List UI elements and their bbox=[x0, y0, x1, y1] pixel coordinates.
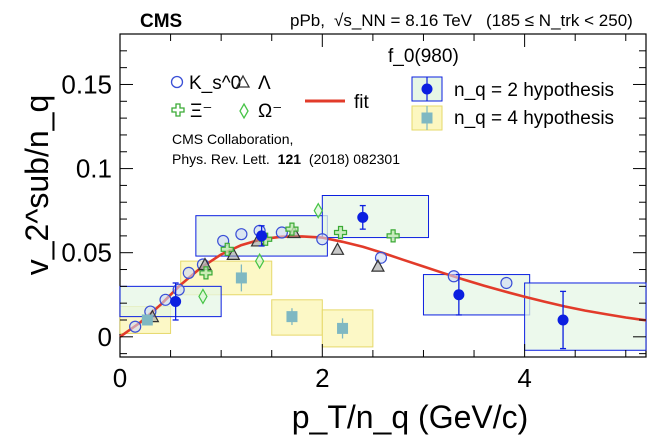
legend-omega-label: Ω⁻ bbox=[258, 101, 282, 122]
reference-journal: Phys. Rev. Lett. bbox=[172, 151, 270, 167]
ntrk-label: (185 ≤ N_trk < 250) bbox=[486, 11, 633, 30]
lambda-point bbox=[370, 258, 385, 272]
reference-volume: 121 bbox=[278, 151, 302, 167]
ks0-point bbox=[129, 320, 142, 333]
nq2-point bbox=[557, 314, 569, 326]
plot-frame bbox=[119, 33, 647, 358]
xi-point bbox=[333, 225, 348, 240]
legend-f0-title: f_0(980) bbox=[388, 46, 459, 67]
nq4-point bbox=[337, 322, 349, 334]
axes: 0 2 4 0 0.05 0.1 0.15 bbox=[61, 34, 646, 393]
x-tick-label: 4 bbox=[517, 363, 531, 393]
xi-point bbox=[199, 266, 213, 280]
reference-line-1: CMS Collaboration, bbox=[172, 131, 293, 147]
nq2-point bbox=[453, 289, 465, 301]
reference-line-2: Phys. Rev. Lett. 121 (2018) 082301 bbox=[172, 151, 400, 167]
nq4-point bbox=[286, 311, 298, 323]
nq2-point bbox=[170, 295, 182, 307]
legend-omega-marker bbox=[239, 102, 249, 120]
legend-nq4-label: n_q = 4 hypothesis bbox=[454, 108, 614, 129]
xi-point bbox=[220, 242, 234, 256]
xi-point bbox=[285, 222, 299, 236]
ks0-point bbox=[275, 226, 288, 239]
x-axis-title: p_T/n_q (GeV/c) bbox=[292, 399, 529, 435]
ks0-point bbox=[159, 293, 172, 306]
x-tick-label: 2 bbox=[315, 363, 329, 393]
legend-nq2-label: n_q = 2 hypothesis bbox=[454, 80, 614, 101]
experiment-label: CMS bbox=[140, 11, 182, 32]
nq2-point bbox=[357, 211, 369, 223]
omega-point bbox=[313, 202, 323, 219]
nq2-point bbox=[256, 230, 268, 242]
energy-label: √s_NN = 8.16 TeV bbox=[334, 11, 473, 30]
nq4-point bbox=[235, 272, 247, 284]
legend-ks0-label: K_s^0 bbox=[189, 73, 241, 94]
collision-label: pPb, bbox=[290, 11, 325, 30]
legend-xi-marker bbox=[171, 103, 185, 117]
ks0-point bbox=[235, 228, 248, 241]
lambda-point bbox=[330, 242, 345, 255]
legend-nq4-marker bbox=[421, 112, 433, 124]
reference-year-page: (2018) 082301 bbox=[309, 151, 400, 167]
y-tick-label: 0.1 bbox=[76, 154, 112, 184]
y-axis-title: v_2^sub/n_q bbox=[19, 95, 55, 275]
ks0-point bbox=[500, 276, 513, 290]
ks0-point bbox=[182, 266, 195, 279]
y-tick-label: 0.15 bbox=[61, 69, 112, 99]
omega-point bbox=[198, 288, 208, 305]
data-points bbox=[129, 202, 569, 350]
omega-point bbox=[254, 252, 265, 270]
legend-xi-label: Ξ⁻ bbox=[190, 101, 212, 122]
ks0-point bbox=[447, 270, 460, 283]
legend-ks0-marker bbox=[170, 75, 184, 89]
legend-lambda-label: Λ bbox=[258, 73, 271, 94]
ks0-point bbox=[172, 283, 185, 296]
y-tick-label: 0 bbox=[98, 322, 112, 352]
lambda-point bbox=[226, 247, 241, 260]
legend-lambda-marker bbox=[235, 74, 251, 88]
legend-fit-label: fit bbox=[354, 92, 370, 113]
ks0-point bbox=[316, 233, 329, 246]
legend: K_s^0 Λ Ξ⁻ Ω⁻ fit CMS Collaboration, Phy… bbox=[170, 46, 614, 167]
xi-point bbox=[386, 229, 400, 243]
nq4-point bbox=[141, 314, 153, 326]
legend-nq2-marker bbox=[421, 83, 433, 95]
y-tick-label: 0.05 bbox=[61, 238, 112, 268]
systematic-boxes bbox=[119, 195, 647, 351]
x-tick-label: 0 bbox=[113, 363, 127, 393]
